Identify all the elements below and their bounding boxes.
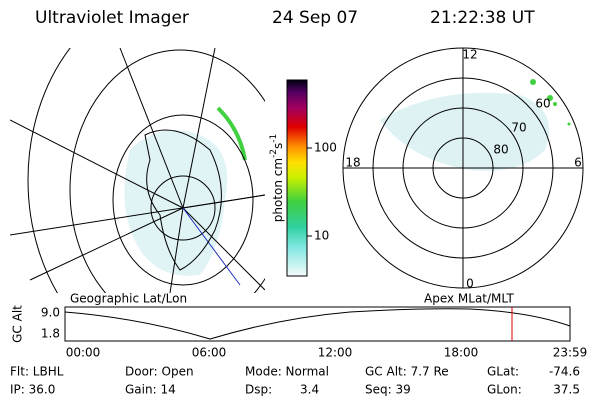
status: Door: Open (125, 365, 194, 379)
mlt-label: 18 (345, 156, 360, 170)
timeline-xtick: 23:59 (553, 346, 588, 360)
mlt-label: 6 (574, 156, 582, 170)
status: Mode: Normal (245, 365, 329, 379)
timeline-ytick: 1.8 (41, 327, 60, 341)
status: GC Alt: 7.7 Re (365, 365, 449, 379)
mlt-label: 0 (466, 277, 474, 291)
polar-map (342, 47, 584, 289)
status: Gain: 14 (125, 383, 176, 397)
status-value: -74.6 (549, 365, 580, 379)
date: 24 Sep 07 (272, 8, 358, 28)
colorbar (286, 79, 308, 277)
status: IP: 36.0 (10, 383, 55, 397)
status: Flt: LBHL (10, 365, 64, 379)
status: Dsp: (245, 383, 272, 397)
status: Seq: 39 (365, 383, 411, 397)
colorbar-label: photon cm-2s-1 (269, 134, 285, 223)
title: Ultraviolet Imager (35, 8, 189, 28)
map-title: Geographic Lat/Lon (70, 292, 187, 306)
timeline-xtick: 00:00 (66, 346, 101, 360)
mlt-label: 12 (462, 48, 477, 62)
timeline-xtick: 06:00 (192, 346, 227, 360)
mlat-label: 80 (493, 143, 508, 157)
colorbar-tick: 100 (314, 141, 337, 155)
map-title: Apex MLat/MLT (424, 292, 514, 306)
time: 21:22:38 UT (430, 8, 535, 28)
timeline-xtick: 18:00 (444, 346, 479, 360)
status: GLon: (487, 383, 522, 397)
colorbar-tick: 10 (314, 229, 329, 243)
mlat-label: 70 (511, 121, 526, 135)
timeline-xtick: 12:00 (318, 346, 353, 360)
status-value: 37.5 (553, 383, 580, 397)
mlat-label: 60 (535, 97, 550, 111)
timeline-ylabel: GC Alt (11, 305, 25, 343)
timeline-frame (64, 306, 571, 342)
status-value: 3.4 (300, 383, 319, 397)
timeline-ytick: 9.0 (41, 306, 60, 320)
status: GLat: (487, 365, 519, 379)
altitude-curve (64, 308, 571, 340)
geographic-map (10, 48, 265, 293)
